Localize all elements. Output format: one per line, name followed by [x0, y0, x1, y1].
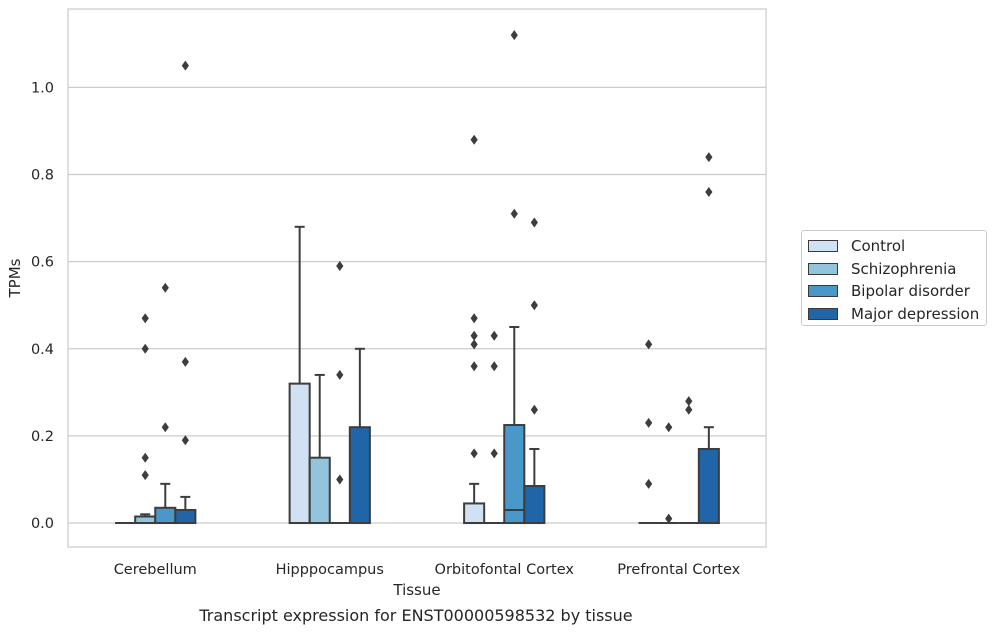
- outlier-point: [490, 330, 498, 341]
- x-tick-label: Orbitofontal Cortex: [435, 562, 575, 578]
- outlier-point: [470, 339, 478, 350]
- outlier-point: [141, 470, 149, 481]
- gridlines: [68, 86, 766, 524]
- box-body: [523, 485, 546, 525]
- outlier-point: [705, 186, 713, 197]
- outlier-point: [530, 300, 538, 311]
- box-body: [308, 456, 331, 525]
- y-tick-labels: 0.0 0.2 0.4 0.6 0.8 1.0: [31, 80, 54, 532]
- y-tick-label: 0.6: [31, 255, 54, 271]
- y-tick-label: 0.8: [31, 168, 54, 184]
- box-schizophrenia: [308, 373, 331, 525]
- legend-label: Control: [851, 237, 906, 256]
- outlier-point: [685, 404, 693, 415]
- x-tick-label: Cerebellum: [114, 562, 197, 578]
- legend-swatch: [808, 262, 838, 275]
- box-body: [463, 502, 486, 525]
- box-major-depression: [523, 447, 546, 525]
- box-major-depression: [174, 495, 197, 525]
- legend-swatch: [808, 240, 838, 253]
- legend-swatch: [808, 285, 838, 298]
- legend-label: Schizophrenia: [851, 259, 957, 278]
- outlier-point: [705, 152, 713, 163]
- outlier-point: [470, 134, 478, 145]
- box-body: [288, 382, 311, 525]
- outlier-point: [530, 404, 538, 415]
- legend-label: Bipolar disorder: [851, 282, 970, 301]
- y-tick-label: 1.0: [31, 80, 54, 96]
- legend-item: Bipolar disorder: [808, 280, 986, 303]
- outlier-point: [530, 217, 538, 228]
- legend: Control Schizophrenia Bipolar disorder Majo…: [801, 230, 987, 326]
- box-body: [348, 426, 371, 525]
- outlier-point: [336, 369, 344, 380]
- outlier-point: [470, 448, 478, 459]
- outlier-point: [510, 208, 518, 219]
- box-major-depression: [348, 347, 371, 525]
- outlier-point: [645, 417, 653, 428]
- outlier-point: [510, 30, 518, 41]
- outlier-point: [141, 452, 149, 463]
- y-tick-label: 0.4: [31, 342, 54, 358]
- outlier-point: [645, 339, 653, 350]
- outlier-point: [161, 282, 169, 293]
- plot-frame: [67, 8, 767, 548]
- box-schizophrenia: [134, 513, 157, 525]
- outlier-point: [470, 313, 478, 324]
- outlier-point: [490, 448, 498, 459]
- box-major-depression: [697, 426, 720, 525]
- box-body: [174, 508, 197, 525]
- y-tick-label: 0.0: [31, 516, 54, 532]
- outlier-markers: [141, 30, 713, 524]
- x-axis-label: Tissue: [392, 581, 440, 599]
- legend-label: Major depression: [851, 304, 980, 323]
- y-tick-label: 0.2: [31, 429, 54, 445]
- legend-item: Control: [808, 235, 986, 258]
- x-tick-labels: Cerebellum Hipppocampus Orbitofontal Corte…: [114, 562, 741, 578]
- outlier-point: [685, 396, 693, 407]
- outlier-point: [470, 361, 478, 372]
- outlier-point: [181, 435, 189, 446]
- outlier-point: [470, 330, 478, 341]
- legend-item: Major depression: [808, 303, 986, 326]
- figure-caption: Transcript expression for ENST0000059853…: [199, 606, 633, 625]
- legend-swatch: [808, 307, 838, 320]
- outlier-point: [181, 60, 189, 71]
- box-bipolar-disorder: [154, 482, 177, 525]
- box-body: [154, 506, 177, 525]
- y-axis-label: TPMs: [6, 258, 24, 298]
- legend-item: Schizophrenia: [808, 258, 986, 281]
- box-groups: [115, 225, 720, 525]
- outlier-point: [336, 261, 344, 272]
- outlier-point: [141, 343, 149, 354]
- outlier-point: [336, 474, 344, 485]
- outlier-point: [490, 361, 498, 372]
- outlier-point: [665, 422, 673, 433]
- box-bipolar-disorder: [503, 326, 526, 525]
- outlier-point: [645, 478, 653, 489]
- box-body: [697, 447, 720, 525]
- x-tick-label: Hipppocampus: [276, 562, 384, 578]
- outlier-point: [161, 422, 169, 433]
- box-control: [463, 482, 486, 525]
- outlier-point: [181, 356, 189, 367]
- outlier-point: [665, 513, 673, 524]
- box-control: [288, 225, 311, 525]
- outlier-point: [141, 313, 149, 324]
- x-tick-label: Prefrontal Cortex: [617, 562, 740, 578]
- box-body: [503, 424, 526, 525]
